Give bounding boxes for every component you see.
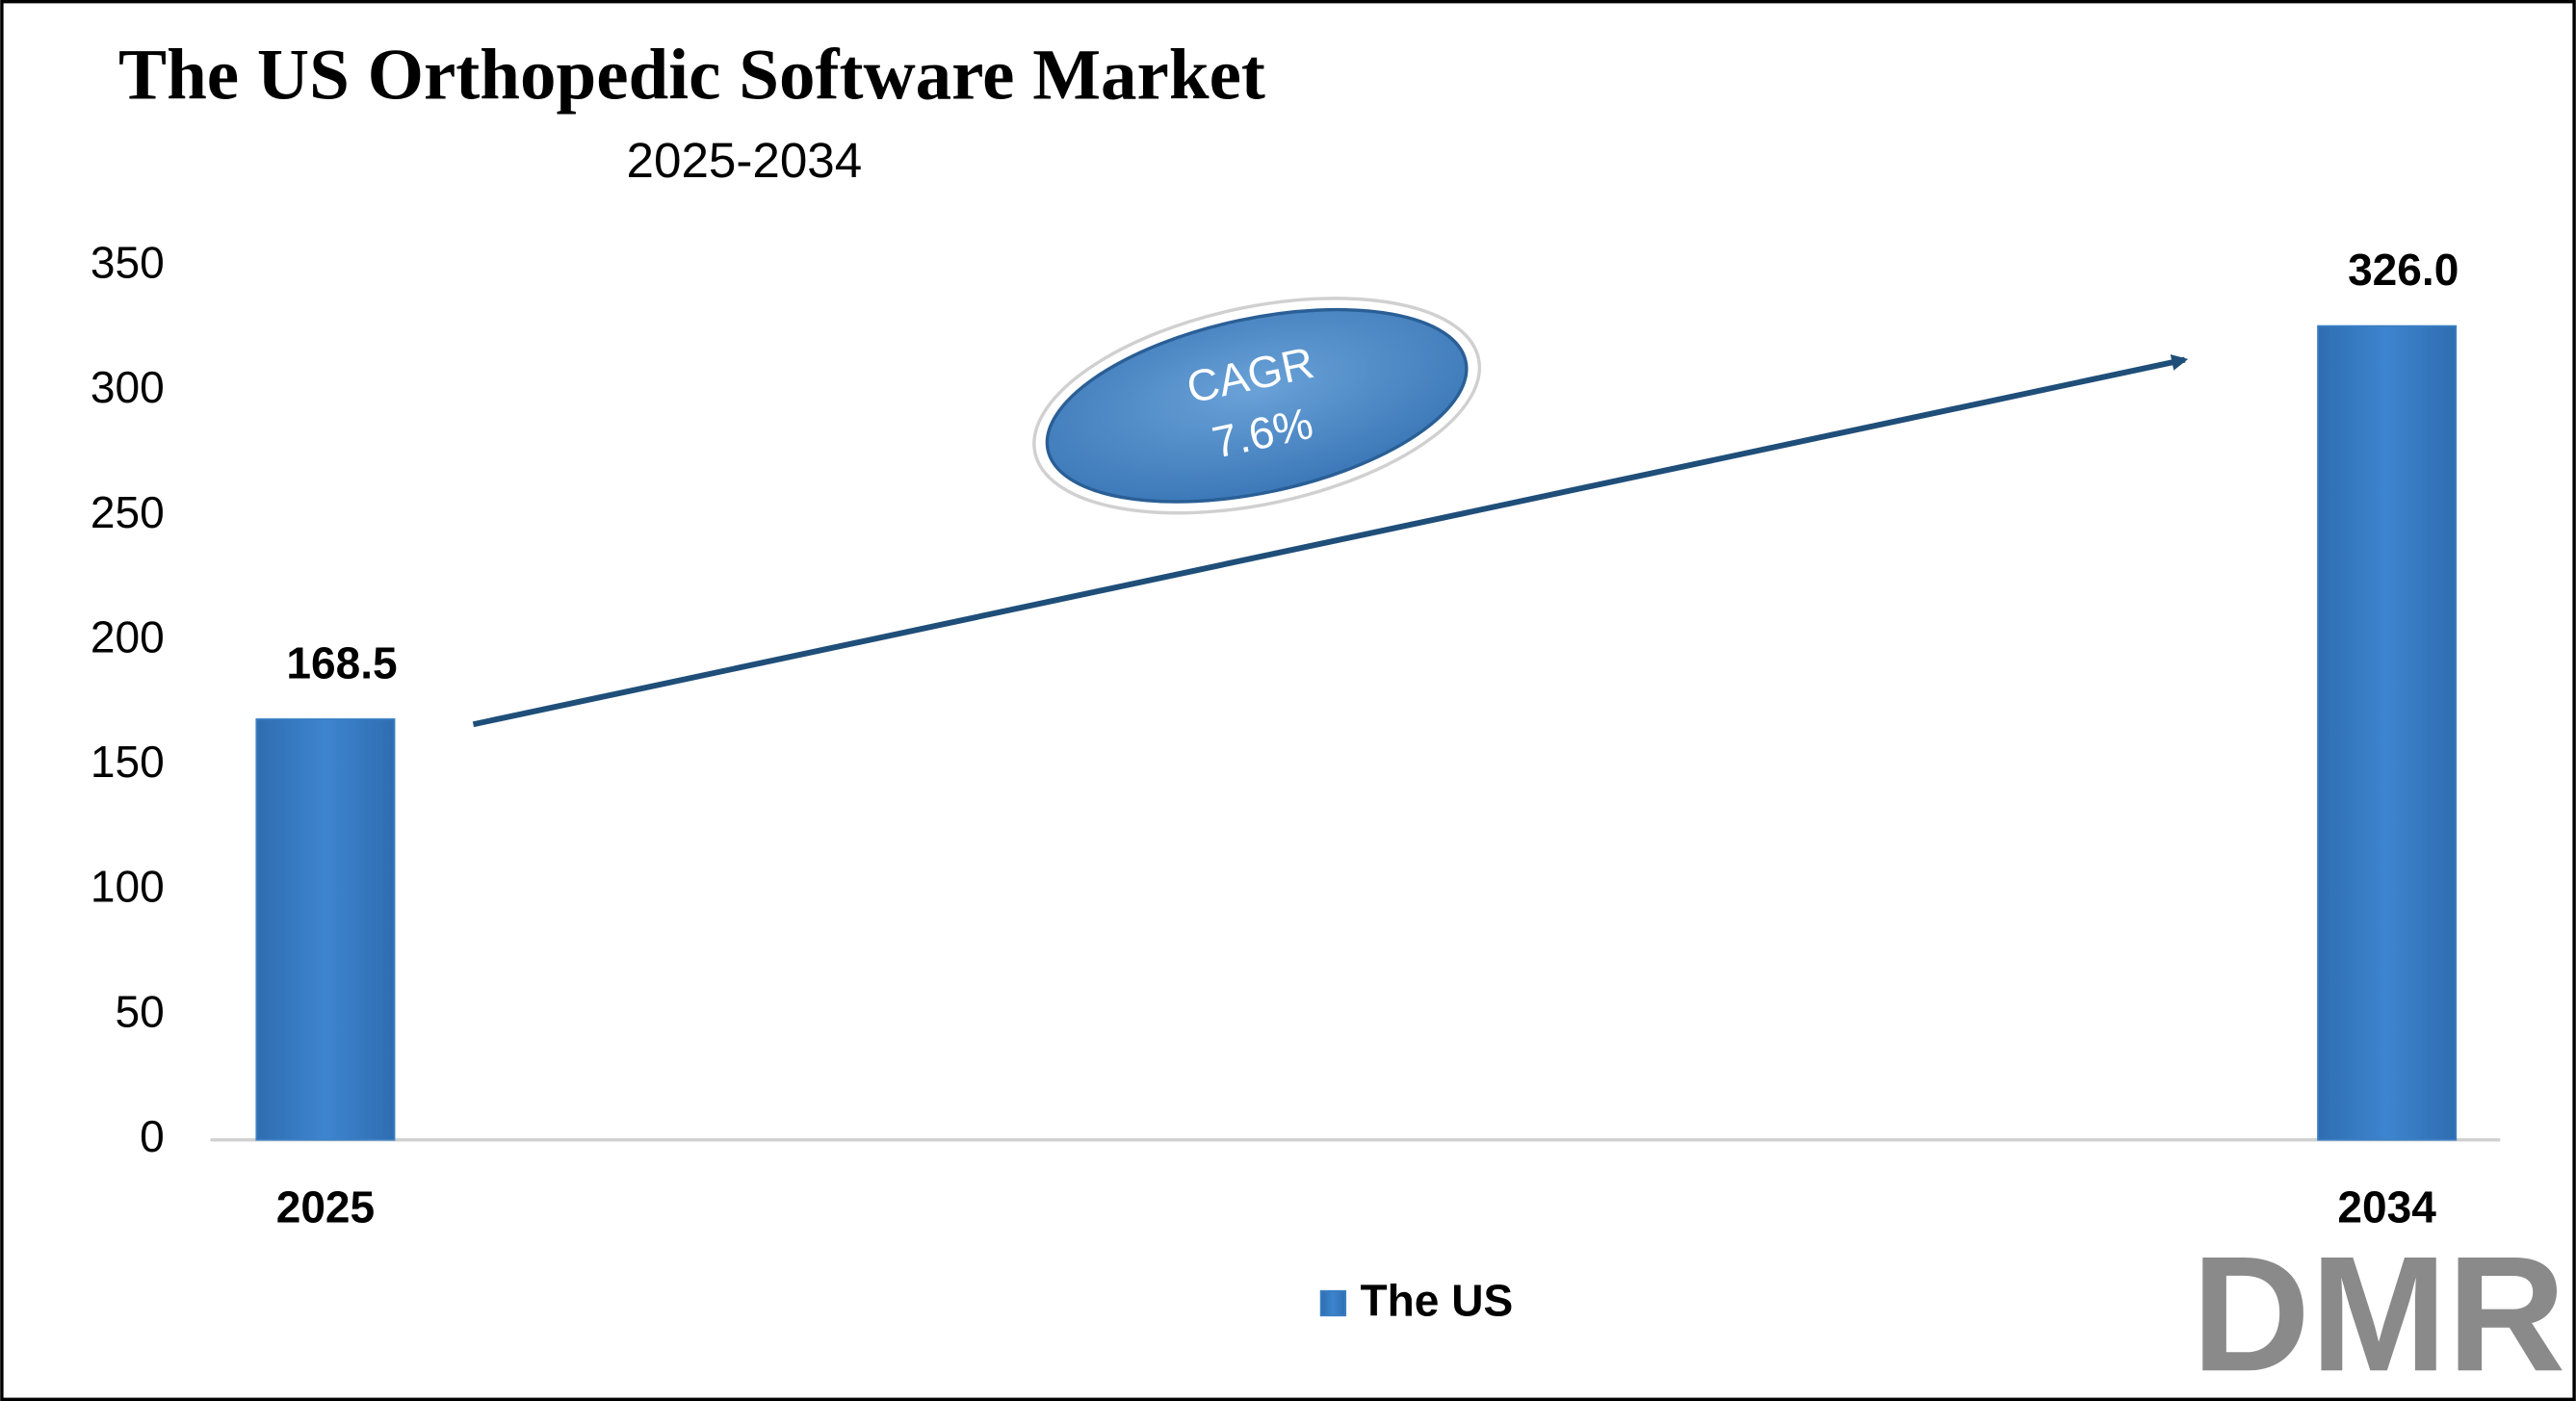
y-tick-label: 200	[91, 611, 165, 662]
y-tick-label: 250	[91, 487, 165, 537]
cagr-badge: CAGR 7.6%	[1032, 297, 1482, 515]
bar	[2317, 324, 2458, 1141]
legend-label: The US	[1361, 1276, 1514, 1326]
y-tick-label: 50	[116, 986, 165, 1036]
y-tick-label: 150	[91, 737, 165, 787]
x-tick-label: 2034	[2337, 1181, 2436, 1232]
y-tick-label: 300	[91, 362, 165, 412]
y-tick-label: 350	[91, 238, 165, 288]
data-label: 168.5	[286, 637, 397, 688]
data-label: 326.0	[2348, 245, 2459, 295]
chart-subtitle: 2025-2034	[627, 133, 863, 188]
x-tick-label: 2025	[276, 1181, 375, 1232]
bar	[255, 718, 396, 1141]
logo: DMR	[2192, 1223, 2565, 1401]
y-tick-label: 100	[91, 862, 165, 912]
badge-fill	[1045, 307, 1469, 504]
y-tick-label: 0	[140, 1111, 165, 1161]
trend-arrow	[472, 354, 2189, 728]
chart-title: The US Orthopedic Software Market	[118, 36, 1265, 116]
legend-swatch	[1319, 1289, 1347, 1317]
